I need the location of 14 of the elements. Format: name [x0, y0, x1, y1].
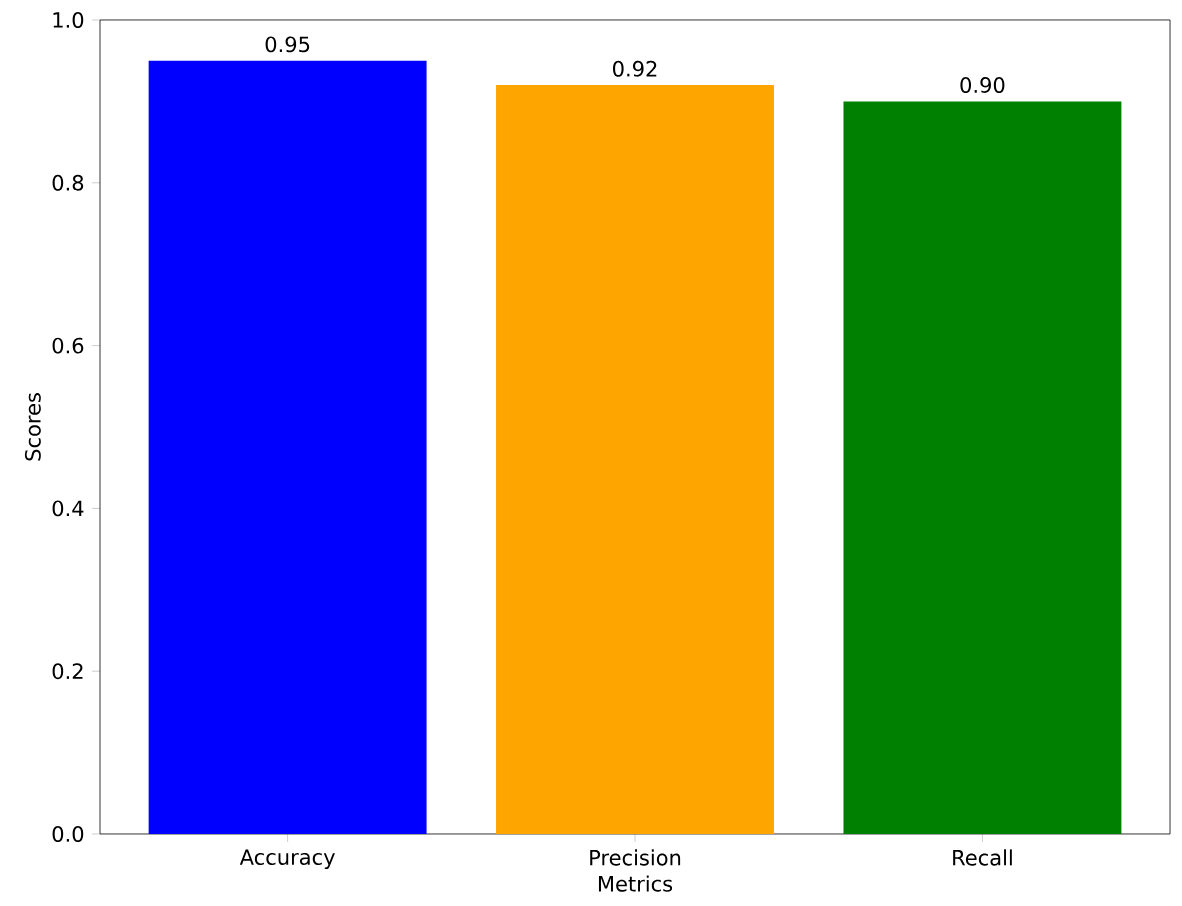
x-tick-label: Precision: [590, 849, 681, 866]
y-tick-label: 0.4: [52, 500, 84, 517]
y-axis-title: Scores: [24, 393, 41, 461]
y-tick-label: 1.0: [53, 12, 84, 28]
x-tick-label: Accuracy: [239, 849, 335, 870]
data-label: 0.95: [265, 36, 310, 53]
y-tick-label: 0.8: [52, 174, 84, 191]
data-label: 0.92: [613, 60, 657, 77]
y-tick-label: 0.2: [52, 663, 83, 680]
x-axis-title: Metrics: [598, 875, 673, 892]
x-tick-label: Recall: [953, 849, 1012, 866]
y-tick-label: 0.6: [52, 337, 84, 354]
data-label: 0.90: [960, 77, 1005, 93]
y-tick-label: 0.0: [52, 826, 84, 842]
